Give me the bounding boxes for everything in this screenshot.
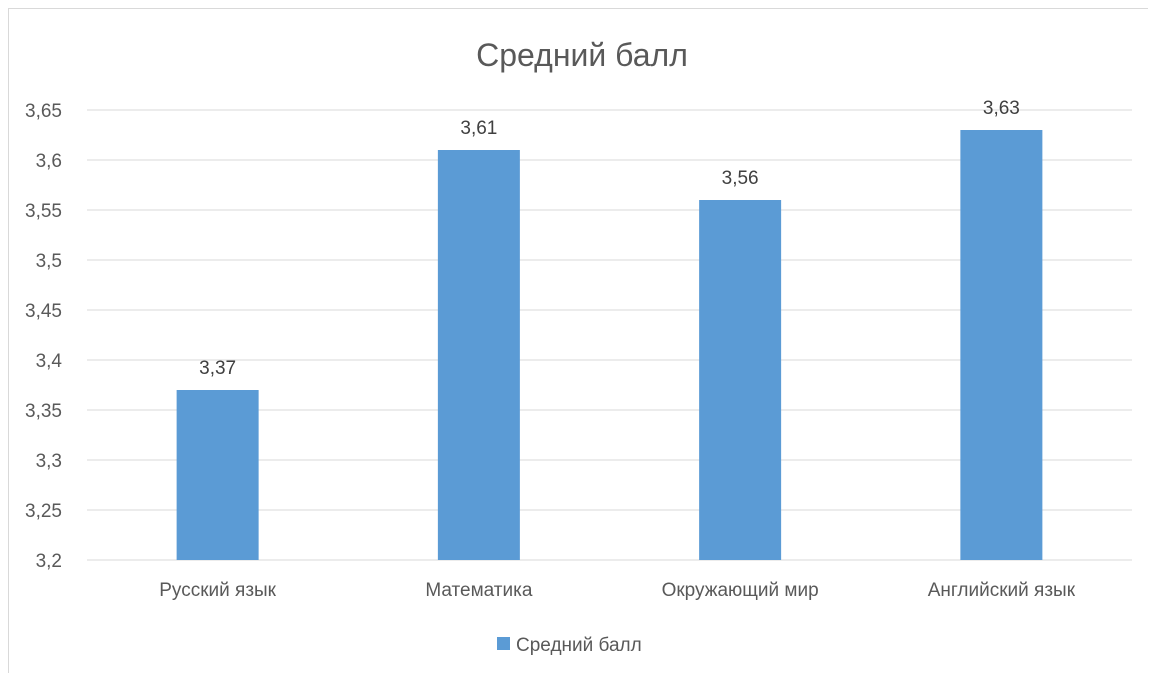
chart-title: Средний балл xyxy=(476,37,688,73)
data-label: 3,61 xyxy=(460,118,497,139)
y-tick-label: 3,5 xyxy=(36,251,62,272)
chart-frame xyxy=(8,8,1148,673)
bar xyxy=(960,130,1043,560)
data-label: 3,56 xyxy=(722,168,759,189)
x-axis-categories: Русский язык Математика Окружающий мир Англ… xyxy=(159,580,1075,601)
category-label: Английский язык xyxy=(928,580,1076,601)
data-label: 3,37 xyxy=(199,358,236,379)
grid-lines xyxy=(87,109,1132,561)
y-tick-label: 3,6 xyxy=(36,151,62,172)
category-label: Окружающий мир xyxy=(662,580,819,601)
y-tick-label: 3,45 xyxy=(25,301,62,322)
bar xyxy=(176,390,259,560)
legend: Средний балл xyxy=(497,635,642,656)
data-labels: 3,37 3,61 3,56 3,63 xyxy=(199,98,1020,379)
y-tick-label: 3,25 xyxy=(25,501,62,522)
data-label: 3,63 xyxy=(983,98,1020,119)
bars xyxy=(176,130,1043,560)
y-tick-label: 3,3 xyxy=(36,451,62,472)
y-axis-ticks: 3,2 3,25 3,3 3,35 3,4 3,45 3,5 3,55 3,6 3,65 xyxy=(25,101,62,572)
bar xyxy=(699,200,782,560)
y-tick-label: 3,2 xyxy=(36,551,62,572)
y-tick-label: 3,4 xyxy=(36,351,63,372)
category-label: Русский язык xyxy=(159,580,276,601)
y-tick-label: 3,35 xyxy=(25,401,62,422)
legend-swatch xyxy=(497,637,510,650)
category-label: Математика xyxy=(425,580,533,601)
y-tick-label: 3,65 xyxy=(25,101,62,122)
legend-label: Средний балл xyxy=(516,635,642,656)
y-tick-label: 3,55 xyxy=(25,201,62,222)
bar xyxy=(437,150,520,560)
